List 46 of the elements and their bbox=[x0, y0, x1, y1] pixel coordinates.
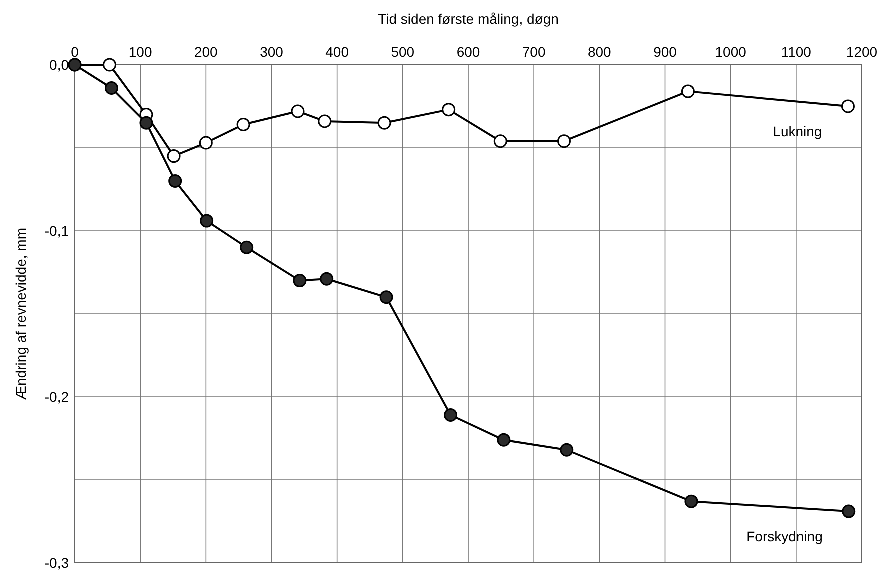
point bbox=[380, 290, 394, 304]
x-tick-label: 600 bbox=[456, 44, 480, 60]
x-tick-label: 1000 bbox=[715, 44, 747, 60]
point bbox=[200, 214, 214, 228]
series-label: Lukning bbox=[773, 124, 822, 140]
point bbox=[291, 104, 305, 118]
point bbox=[842, 504, 856, 518]
point bbox=[103, 58, 117, 72]
point bbox=[444, 408, 458, 422]
y-tick-label: -0,3 bbox=[44, 554, 70, 571]
x-tick-label: 900 bbox=[654, 44, 678, 60]
point bbox=[841, 100, 855, 114]
series-label: Forskydning bbox=[746, 528, 823, 545]
x-axis-title: Tid siden første måling, døgn bbox=[378, 11, 559, 27]
y-tick-label: -0,2 bbox=[44, 388, 70, 405]
point bbox=[199, 136, 213, 150]
point bbox=[442, 103, 456, 117]
x-tick-label: 100 bbox=[128, 44, 152, 60]
x-tick-label: 1200 bbox=[846, 44, 878, 60]
point bbox=[497, 433, 511, 447]
x-tick-label: 500 bbox=[391, 44, 415, 60]
point bbox=[681, 84, 695, 98]
point bbox=[378, 116, 392, 130]
point bbox=[320, 272, 334, 286]
y-axis-title: Ændring af revnevidde, mm bbox=[13, 228, 29, 400]
point bbox=[236, 118, 250, 132]
point bbox=[293, 274, 307, 288]
point bbox=[140, 116, 154, 130]
point bbox=[240, 240, 254, 254]
x-tick-label: 400 bbox=[326, 44, 350, 60]
x-tick-label: 300 bbox=[260, 44, 284, 60]
x-tick-label: 0 bbox=[71, 44, 80, 60]
x-tick-label: 800 bbox=[588, 44, 612, 60]
y-tick-label: -0,1 bbox=[44, 222, 70, 239]
x-tick-label: 1100 bbox=[781, 44, 812, 60]
x-tick-label: 700 bbox=[522, 44, 546, 60]
point bbox=[494, 134, 508, 148]
point bbox=[558, 134, 571, 148]
point bbox=[684, 494, 698, 508]
x-tick-label: 200 bbox=[194, 44, 218, 60]
point bbox=[318, 114, 332, 128]
y-tick-label: 0,0 bbox=[50, 56, 70, 73]
point bbox=[560, 443, 574, 457]
point bbox=[167, 150, 181, 164]
point bbox=[104, 81, 118, 95]
point bbox=[168, 174, 182, 188]
